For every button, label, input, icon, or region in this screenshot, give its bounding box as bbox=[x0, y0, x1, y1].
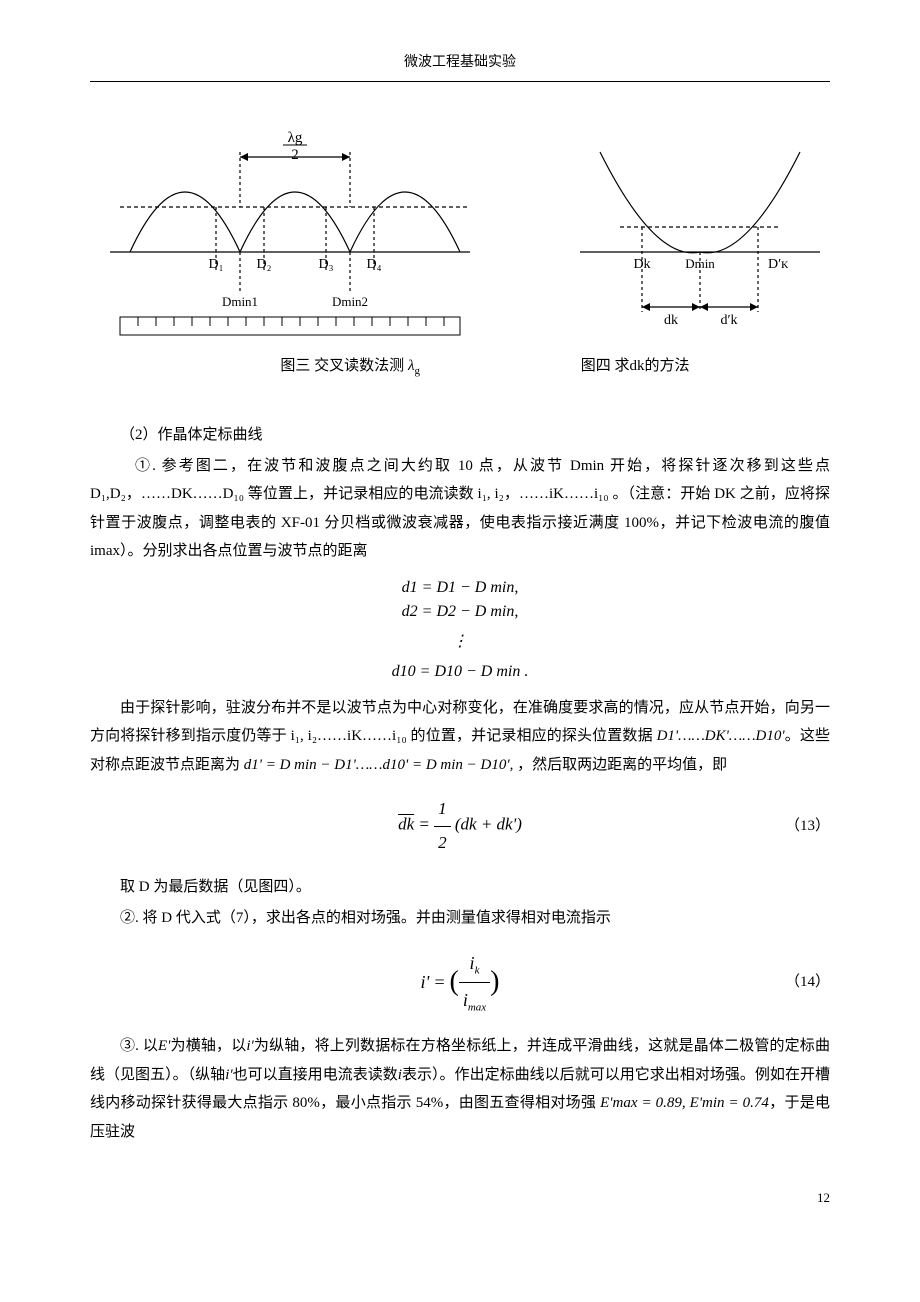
dkp-dim: d′k bbox=[720, 313, 737, 328]
header-rule bbox=[90, 81, 830, 82]
dmin1-label: Dmin1 bbox=[222, 294, 258, 309]
equation-14: i'= ( ik imax ) （14） bbox=[90, 946, 830, 1018]
equation-13: dk = 12 (dk + dk') （13） bbox=[90, 793, 830, 859]
equations-d: d1 = D1 − D min, d2 = D2 − D min, ⋮ d10 … bbox=[90, 576, 830, 684]
paragraph-2: 取 D 为最后数据（见图四）。 bbox=[90, 873, 830, 902]
dmin2-label: Dmin2 bbox=[332, 294, 368, 309]
figures-row: λg 2 D₁ D₂ D₃ D₄ Dmin1 Dmin2 bbox=[90, 112, 830, 342]
dk-label: Dk bbox=[633, 257, 650, 272]
paragraph-1b: 由于探针影响，驻波分布并不是以波节点为中心对称变化，在准确度要求高的情况，应从节… bbox=[90, 694, 830, 780]
dkprime-label: D′ᴋ bbox=[768, 257, 789, 272]
d1-label: D₁ bbox=[209, 257, 224, 272]
dmin-label: Dmin bbox=[685, 256, 715, 271]
figure-3: λg 2 D₁ D₂ D₃ D₄ Dmin1 Dmin2 bbox=[90, 112, 490, 342]
fig4-caption: 图四 求dk的方法 bbox=[581, 352, 690, 382]
dk-dim: dk bbox=[664, 313, 678, 328]
figure-captions: 图三 交叉读数法测 λg 图四 求dk的方法 bbox=[90, 352, 830, 382]
svg-text:2: 2 bbox=[291, 147, 299, 163]
figure-4: Dk Dmin D′ᴋ dk d′k bbox=[570, 112, 830, 342]
svg-text:λg: λg bbox=[288, 130, 303, 146]
fig3-caption: 图三 交叉读数法测 λg bbox=[280, 352, 420, 382]
page-header: 微波工程基础实验 bbox=[90, 50, 830, 77]
d2-label: D₂ bbox=[257, 257, 272, 272]
d4-label: D₄ bbox=[367, 257, 382, 272]
paragraph-1: ①. 参考图二，在波节和波腹点之间大约取 10 点，从波节 Dmin 开始，将探… bbox=[90, 452, 830, 566]
d3-label: D₃ bbox=[319, 257, 334, 272]
page-number: 12 bbox=[90, 1186, 830, 1211]
paragraph-3: ②. 将 D 代入式（7），求出各点的相对场强。并由测量值求得相对电流指示 bbox=[90, 904, 830, 933]
section2-title: （2）作晶体定标曲线 bbox=[90, 421, 830, 450]
paragraph-4: ③. 以E'为横轴，以i'为纵轴，将上列数据标在方格坐标纸上，并连成平滑曲线，这… bbox=[90, 1032, 830, 1146]
